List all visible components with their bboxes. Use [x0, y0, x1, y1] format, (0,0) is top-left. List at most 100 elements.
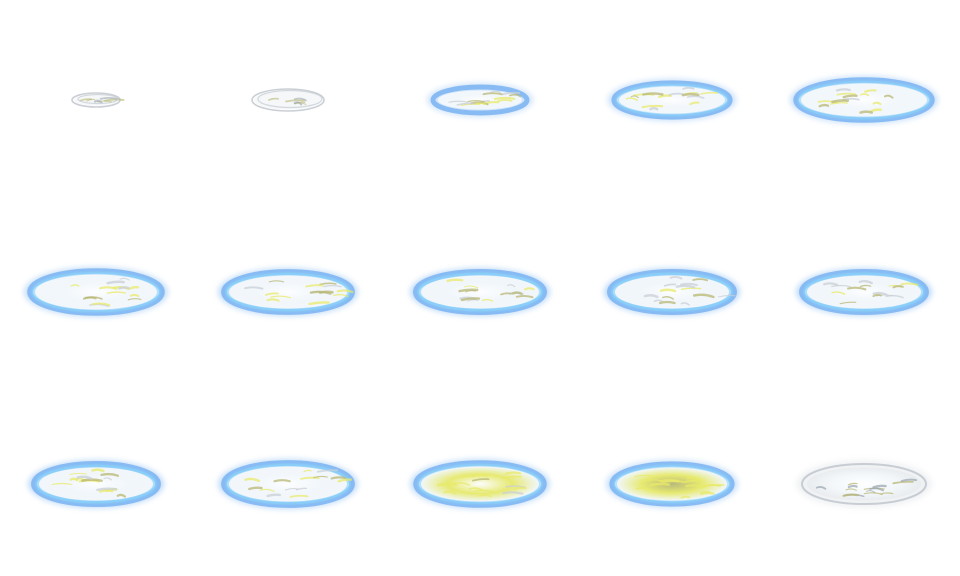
energy-core [229, 466, 347, 502]
swirl-streak [96, 487, 118, 492]
swirl-streak [336, 289, 354, 293]
swirl-streak [634, 474, 654, 478]
sprite-frame-5 [768, 0, 960, 192]
swirl-streak [497, 99, 513, 102]
swirl-streak [248, 486, 263, 491]
swirl-streak [870, 108, 882, 113]
swirl-streak [305, 284, 324, 288]
swirl-streak [308, 301, 330, 306]
frame-2-graphic [251, 88, 325, 112]
swirl-streak [635, 487, 649, 490]
swirl-streak [858, 280, 873, 285]
swirl-streak [657, 94, 672, 99]
swirl-streak [464, 285, 479, 289]
swirl-streak [91, 302, 111, 307]
swirl-streak [686, 476, 702, 481]
sprite-frame-9 [576, 192, 768, 384]
swirl-streak [625, 97, 639, 101]
frame-10-graphic [796, 268, 932, 316]
swirl-streak [316, 469, 339, 473]
swirl-streak [295, 487, 308, 491]
swirl-streak [872, 293, 882, 298]
swirl-streak [869, 487, 884, 492]
swirl-streak [681, 92, 700, 97]
swirl-streak [872, 484, 887, 489]
swirl-streak [703, 483, 722, 487]
swirl-streak [103, 98, 125, 102]
swirl-streak [692, 278, 709, 282]
energy-rim [609, 461, 735, 507]
swirl-streak [264, 292, 279, 296]
swirl-streak [465, 290, 476, 293]
swirl-streak [502, 475, 522, 480]
swirl-streak [119, 277, 130, 281]
swirl-streak [446, 278, 464, 283]
swirl-streak [51, 482, 73, 486]
inner-glow-ring [36, 465, 156, 503]
swirl-streak [448, 100, 469, 103]
frame-14-graphic [606, 460, 738, 508]
inner-glow-ring [614, 465, 730, 503]
swirl-streak [91, 468, 105, 473]
swirl-streak [682, 86, 695, 90]
swirl-streak [847, 482, 858, 486]
swirl-streak [505, 471, 522, 475]
energy-rim [611, 80, 733, 120]
swirl-streak [293, 101, 303, 106]
swirl-streak [513, 486, 527, 490]
swirl-streak [293, 97, 307, 102]
frame-3-graphic [427, 83, 533, 117]
swirl-streak [266, 298, 280, 302]
swirl-streak [268, 280, 285, 283]
frame-11-graphic [28, 460, 164, 508]
swirl-streak [692, 293, 715, 299]
swirl-streak [103, 477, 113, 481]
swirl-streak [436, 482, 458, 487]
swirl-streak [509, 93, 522, 98]
inner-glow-ring [32, 272, 160, 312]
swirl-streak [474, 102, 487, 106]
swirl-streak [493, 96, 516, 101]
swirl-streak [259, 488, 275, 493]
swirl-streak [318, 290, 334, 294]
swirl-streak [490, 90, 501, 93]
swirl-streak [680, 495, 691, 499]
swirl-streak [680, 302, 690, 306]
swirl-streak [129, 285, 140, 290]
swirl-streak [270, 295, 292, 299]
energy-rim [793, 77, 935, 123]
swirl-streak [456, 102, 475, 106]
swirl-streak [337, 478, 352, 483]
swirl-streak [839, 301, 857, 305]
swirl-streak [669, 275, 683, 280]
energy-core [807, 467, 921, 501]
swirl-streak [866, 490, 876, 494]
sprite-frame-8 [384, 192, 576, 384]
frame-8-graphic [410, 268, 550, 316]
swirl-streak [699, 490, 711, 494]
frame-1-graphic [71, 92, 125, 108]
swirl-streak [127, 298, 142, 301]
swirl-streak [116, 493, 127, 498]
smoke-wisp [257, 89, 323, 109]
swirl-streak [892, 480, 914, 485]
frame-4-graphic [608, 79, 736, 121]
swirl-streak [284, 487, 299, 491]
swirl-streak [835, 88, 851, 92]
swirl-streak [79, 98, 93, 102]
frame-7-graphic [218, 268, 358, 316]
swirl-streak [847, 484, 858, 489]
sprite-frame-6 [0, 192, 192, 384]
energy-rim [799, 269, 929, 315]
swirl-streak [700, 491, 715, 496]
smoke-wisp [77, 93, 119, 105]
inner-glow-ring [612, 273, 732, 311]
swirl-streak [515, 294, 534, 299]
swirl-streak [675, 284, 696, 289]
energy-rim [31, 461, 161, 507]
swirl-streak [641, 104, 664, 109]
swirl-streak [86, 98, 96, 102]
sprite-frame-3 [384, 0, 576, 192]
swirl-streak [333, 293, 349, 297]
